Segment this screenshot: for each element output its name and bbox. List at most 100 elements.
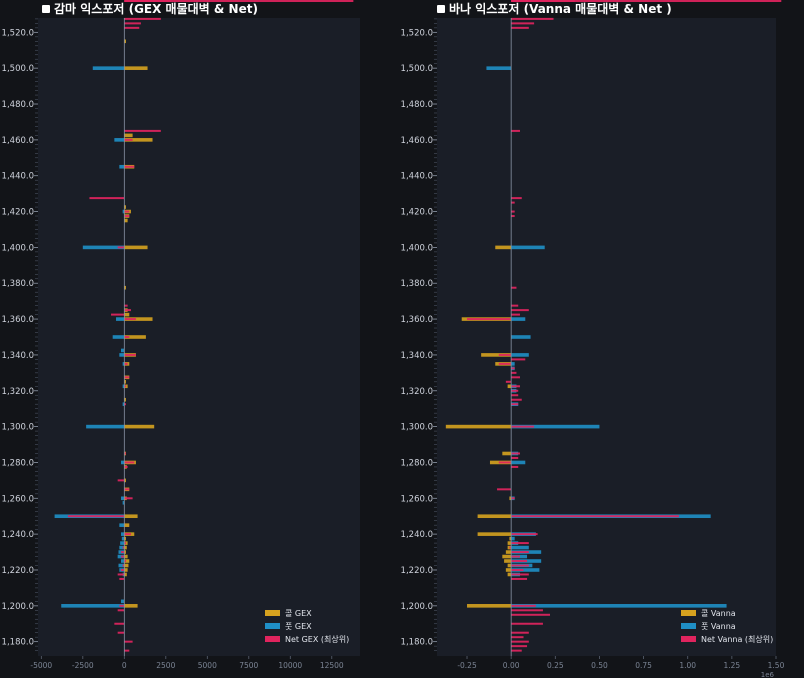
- x-tick-label: -5000: [30, 661, 52, 670]
- put-bar: [119, 523, 125, 527]
- y-tick-label: 1,420.0: [2, 208, 34, 218]
- call-bar: [124, 285, 126, 290]
- call-bar: [124, 563, 129, 568]
- call-bar: [124, 550, 126, 554]
- net-bar: [511, 398, 522, 401]
- put-bar: [511, 245, 545, 250]
- net-bar: [117, 246, 125, 249]
- net-bar: [511, 304, 519, 307]
- y-tick-label: 1,520.0: [401, 28, 433, 38]
- vanna-chart: 1,180.0 1,200.0 1,220.0 1,240.0 1,260.0 1,280…: [401, 0, 785, 678]
- x-tick-label: 5000: [198, 661, 217, 670]
- y-tick-label: 1,260.0: [401, 494, 433, 504]
- net-bar: [124, 215, 130, 218]
- put-bar: [61, 604, 125, 608]
- y-tick-label: 1,180.0: [401, 638, 433, 648]
- legend-swatch: [265, 636, 280, 642]
- x-tick-label: 0: [122, 661, 127, 670]
- x-tick-label: -2500: [72, 661, 94, 670]
- call-bar: [124, 39, 126, 44]
- put-bar: [511, 568, 540, 572]
- net-bar: [511, 197, 522, 200]
- put-bar: [120, 559, 125, 563]
- gex-chart-title-row: 감마 익스포저 (GEX 매물대벽 & Net): [42, 0, 258, 17]
- net-bar: [511, 551, 529, 554]
- y-tick-label: 1,380.0: [401, 279, 433, 289]
- call-bar: [481, 353, 512, 357]
- call-bar: [507, 384, 512, 389]
- vanna-panel: 바나 익스포저 (Vanna 매물대벽 & Net ) 1,180.0 1,200…: [384, 0, 804, 678]
- net-bar: [120, 568, 125, 571]
- x-tick-label: 0.75: [635, 661, 652, 670]
- net-bar: [124, 649, 130, 652]
- put-bar: [120, 599, 125, 604]
- net-bar: [124, 26, 140, 29]
- net-bar: [505, 380, 512, 383]
- net-bar: [498, 461, 512, 464]
- net-bar: [511, 403, 519, 406]
- call-bar: [124, 424, 155, 429]
- y-tick-label: 1,200.0: [2, 602, 34, 612]
- net-bar: [511, 564, 529, 567]
- y-tick-label: 1,420.0: [401, 208, 433, 218]
- net-bar: [511, 573, 529, 576]
- put-bar: [122, 500, 125, 505]
- put-bar: [112, 335, 125, 339]
- put-bar: [119, 164, 125, 169]
- call-bar: [124, 335, 146, 339]
- net-bar: [511, 636, 524, 639]
- call-bar: [124, 523, 130, 527]
- call-bar: [124, 604, 138, 608]
- y-tick-label: 1,360.0: [2, 315, 34, 325]
- net-bar: [124, 336, 130, 338]
- x-tick-label: 1.50: [768, 661, 785, 670]
- put-bar: [486, 66, 512, 70]
- net-bar: [511, 371, 517, 374]
- title-square-icon: [437, 4, 445, 13]
- net-bar: [511, 604, 536, 607]
- net-bar: [511, 622, 543, 625]
- net-bar: [124, 533, 131, 536]
- net-bar: [511, 367, 515, 370]
- put-bar: [118, 563, 125, 568]
- net-bar: [117, 609, 125, 612]
- net-bar: [124, 640, 133, 643]
- put-bar: [511, 362, 515, 366]
- y-tick-label: 1,300.0: [401, 423, 433, 433]
- net-bar: [117, 479, 125, 482]
- put-bar: [122, 362, 125, 366]
- net-bar: [124, 353, 136, 356]
- net-bar: [511, 560, 528, 563]
- net-bar: [511, 389, 519, 392]
- net-bar: [511, 210, 515, 213]
- legend-swatch: [681, 610, 696, 616]
- x-tick-label: 0.25: [547, 661, 564, 670]
- net-bar: [124, 22, 141, 25]
- y-tick-label: 1,460.0: [2, 136, 34, 146]
- net-bar: [467, 318, 512, 321]
- net-bar: [511, 0, 575, 2]
- y-tick-label: 1,400.0: [401, 243, 433, 253]
- net-bar: [119, 604, 125, 607]
- net-bar: [124, 461, 135, 464]
- call-bar: [124, 545, 127, 550]
- legend-label: 풋 Vanna: [701, 622, 736, 631]
- net-bar: [498, 353, 512, 356]
- put-bar: [120, 348, 125, 353]
- y-tick-label: 1,240.0: [2, 530, 34, 540]
- call-bar: [509, 536, 512, 541]
- net-bar: [114, 622, 125, 625]
- net-bar: [511, 577, 528, 580]
- net-bar: [124, 385, 126, 388]
- net-bar: [124, 560, 126, 563]
- put-bar: [120, 496, 125, 501]
- net-bar: [511, 17, 554, 20]
- y-tick-label: 1,240.0: [401, 530, 433, 540]
- net-bar: [124, 304, 128, 307]
- y-tick-label: 1,460.0: [401, 136, 433, 146]
- net-bar: [511, 456, 519, 459]
- net-bar: [511, 376, 520, 379]
- put-bar: [120, 532, 125, 536]
- net-bar: [511, 309, 529, 312]
- net-bar: [511, 533, 538, 536]
